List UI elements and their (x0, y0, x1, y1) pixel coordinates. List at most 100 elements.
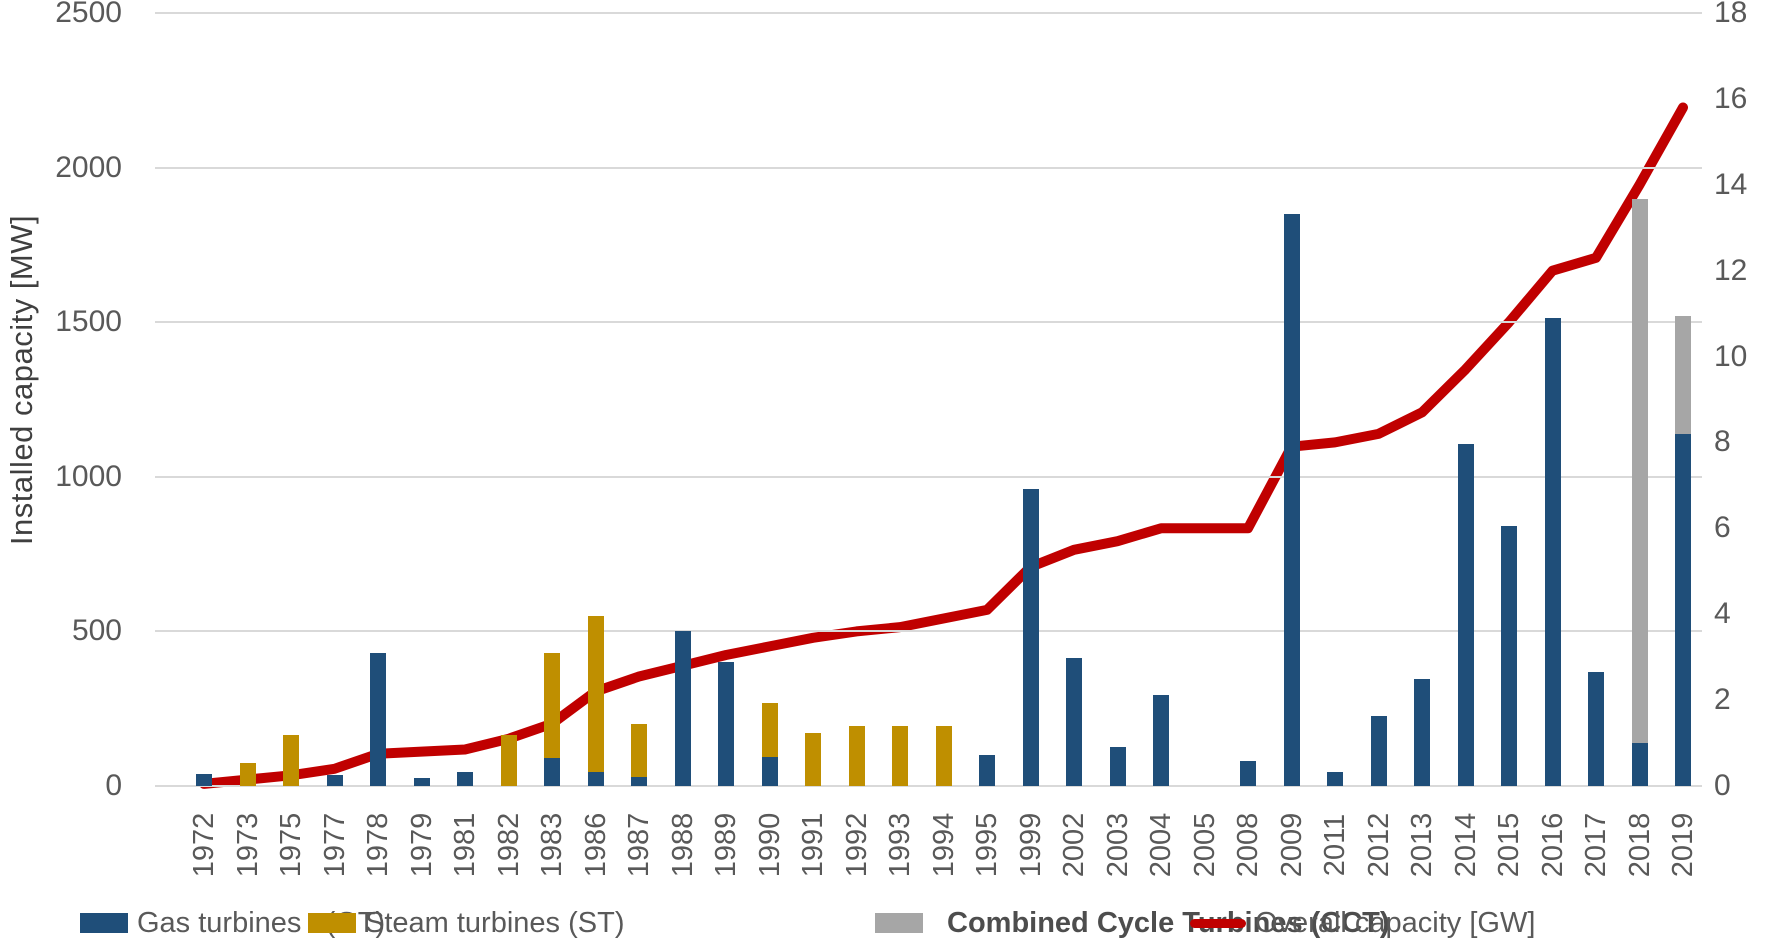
left-axis-tick-2500: 2500 (55, 0, 122, 29)
gridline-2500 (155, 12, 1702, 14)
x-axis-label-2019: 2019 (1667, 812, 1699, 878)
legend-line-swatch-overall-capacity-gw (1190, 918, 1246, 928)
bar-gas-turbines-gt-1972 (196, 773, 212, 786)
chart-legend: Gas turbines (GT) Steam turbines (ST) Comb… (0, 898, 1770, 948)
left-axis-tick-2000: 2000 (55, 150, 122, 184)
right-axis-tick-10: 10 (1714, 339, 1748, 373)
x-axis-label-2008: 2008 (1232, 812, 1264, 878)
bar-gas-turbines-gt-1989 (718, 662, 734, 786)
legend-swatch-gas-turbines-gt (80, 913, 128, 933)
right-axis-tick-16: 16 (1714, 81, 1748, 115)
x-axis-label-2002: 2002 (1058, 812, 1090, 878)
x-axis-label-1973: 1973 (231, 812, 264, 878)
bar-steam-turbines-st-1990 (761, 702, 778, 757)
bar-gas-turbines-gt-2011 (1327, 772, 1343, 786)
x-axis-label-2012: 2012 (1362, 812, 1395, 878)
legend-swatch-steam-turbines-st (308, 913, 356, 933)
x-axis-label-1994: 1994 (927, 812, 960, 878)
left-axis-tick-500: 500 (71, 614, 122, 648)
x-axis-label-1991: 1991 (797, 812, 829, 878)
legend-label-combined-cycle-turbines-cct: Combined Cycle Turbines (CCT) (947, 906, 1390, 939)
legend-label-steam-turbines-st: Steam turbines (ST) (365, 906, 625, 939)
bar-gas-turbines-gt-2004 (1153, 694, 1169, 786)
bar-gas-turbines-gt-2009 (1283, 213, 1300, 786)
right-axis-tick-8: 8 (1714, 425, 1731, 459)
bar-gas-turbines-gt-1979 (413, 778, 430, 786)
bar-gas-turbines-gt-2015 (1501, 526, 1517, 786)
right-axis-tick-14: 14 (1714, 167, 1748, 201)
bar-gas-turbines-gt-2002 (1066, 657, 1082, 786)
bar-steam-turbines-st-1973 (239, 762, 256, 786)
bar-combined-cycle-turbines-cct-2019 (1675, 316, 1691, 434)
left-axis-tick-1000: 1000 (55, 459, 122, 493)
x-axis-label-2004: 2004 (1145, 812, 1177, 878)
bar-gas-turbines-gt-1978 (370, 653, 386, 786)
bar-steam-turbines-st-1987 (631, 724, 647, 777)
bar-steam-turbines-st-1982 (500, 734, 517, 786)
x-axis-label-1972: 1972 (188, 812, 220, 878)
x-axis-label-1995: 1995 (971, 812, 1003, 878)
bar-combined-cycle-turbines-cct-2018 (1631, 198, 1648, 743)
bar-gas-turbines-gt-1986 (587, 772, 604, 786)
gridline-1500 (155, 321, 1702, 324)
bar-steam-turbines-st-1991 (805, 733, 821, 786)
x-axis-label-2005: 2005 (1188, 812, 1221, 878)
x-axis-label-1988: 1988 (666, 812, 699, 878)
right-axis-tick-18: 18 (1714, 0, 1748, 29)
bar-gas-turbines-gt-2003 (1109, 747, 1126, 786)
x-axis-label-2018: 2018 (1623, 812, 1656, 878)
x-axis-label-1983: 1983 (536, 812, 568, 878)
x-axis-label-2013: 2013 (1406, 812, 1438, 878)
gridline-2000 (155, 166, 1702, 169)
bar-gas-turbines-gt-2017 (1588, 671, 1604, 786)
x-axis-label-1987: 1987 (623, 812, 655, 878)
x-axis-label-2016: 2016 (1536, 812, 1569, 878)
bar-gas-turbines-gt-2016 (1544, 317, 1561, 786)
x-axis-label-2011: 2011 (1319, 813, 1351, 877)
legend-item-steam-turbines-st: Steam turbines (ST) (308, 898, 624, 948)
bar-gas-turbines-gt-2013 (1414, 679, 1430, 786)
left-axis-title: Installed capacity [MW] (4, 214, 39, 546)
legend-swatch-combined-cycle-turbines-cct (875, 913, 923, 933)
x-axis-label-1990: 1990 (753, 812, 786, 878)
bar-gas-turbines-gt-2014 (1457, 444, 1474, 786)
x-axis-label-1977: 1977 (318, 812, 351, 878)
x-axis-label-1978: 1978 (362, 812, 394, 878)
left-axis-tick-0: 0 (105, 769, 122, 802)
x-axis-label-1979: 1979 (405, 812, 438, 878)
x-axis-label-1993: 1993 (884, 812, 916, 878)
bar-gas-turbines-gt-1987 (631, 776, 647, 786)
legend-label-overall-capacity-gw: Overall capacity [GW] (1255, 906, 1536, 939)
bar-steam-turbines-st-1993 (892, 725, 908, 786)
x-axis-label-1989: 1989 (710, 812, 742, 878)
gridline-500 (155, 630, 1702, 633)
bar-steam-turbines-st-1986 (587, 615, 604, 773)
legend-item-combined-cycle-turbines-cct: Combined Cycle Turbines (CCT) (875, 898, 1390, 948)
gridline-0 (155, 785, 1702, 787)
right-axis-tick-4: 4 (1714, 597, 1731, 631)
right-axis-tick-2: 2 (1714, 683, 1731, 717)
legend-item-overall-capacity-gw: Overall capacity [GW] (1190, 898, 1535, 948)
right-axis-tick-6: 6 (1714, 511, 1731, 545)
x-axis-label-2014: 2014 (1449, 812, 1482, 878)
bar-gas-turbines-gt-1995 (979, 755, 995, 786)
x-axis-label-1981: 1981 (449, 812, 481, 878)
right-axis-tick-0: 0 (1714, 769, 1731, 802)
bar-gas-turbines-gt-1999 (1022, 489, 1039, 786)
left-axis-tick-1500: 1500 (55, 305, 122, 339)
gridline-1000 (155, 475, 1702, 478)
bar-gas-turbines-gt-2012 (1370, 716, 1387, 786)
x-axis-label-1999: 1999 (1014, 812, 1047, 878)
x-axis-label-2009: 2009 (1275, 812, 1308, 878)
x-axis-label-1975: 1975 (275, 812, 307, 878)
x-axis-label-2017: 2017 (1580, 812, 1612, 878)
bar-steam-turbines-st-1975 (283, 734, 299, 786)
x-axis-label-2003: 2003 (1101, 812, 1134, 878)
x-axis-label-1982: 1982 (492, 812, 525, 878)
bar-steam-turbines-st-1994 (935, 725, 952, 786)
x-axis-label-1992: 1992 (840, 812, 873, 878)
x-axis-label-1986: 1986 (579, 812, 612, 878)
bar-gas-turbines-gt-1977 (326, 775, 343, 786)
bar-gas-turbines-gt-1981 (457, 772, 473, 786)
